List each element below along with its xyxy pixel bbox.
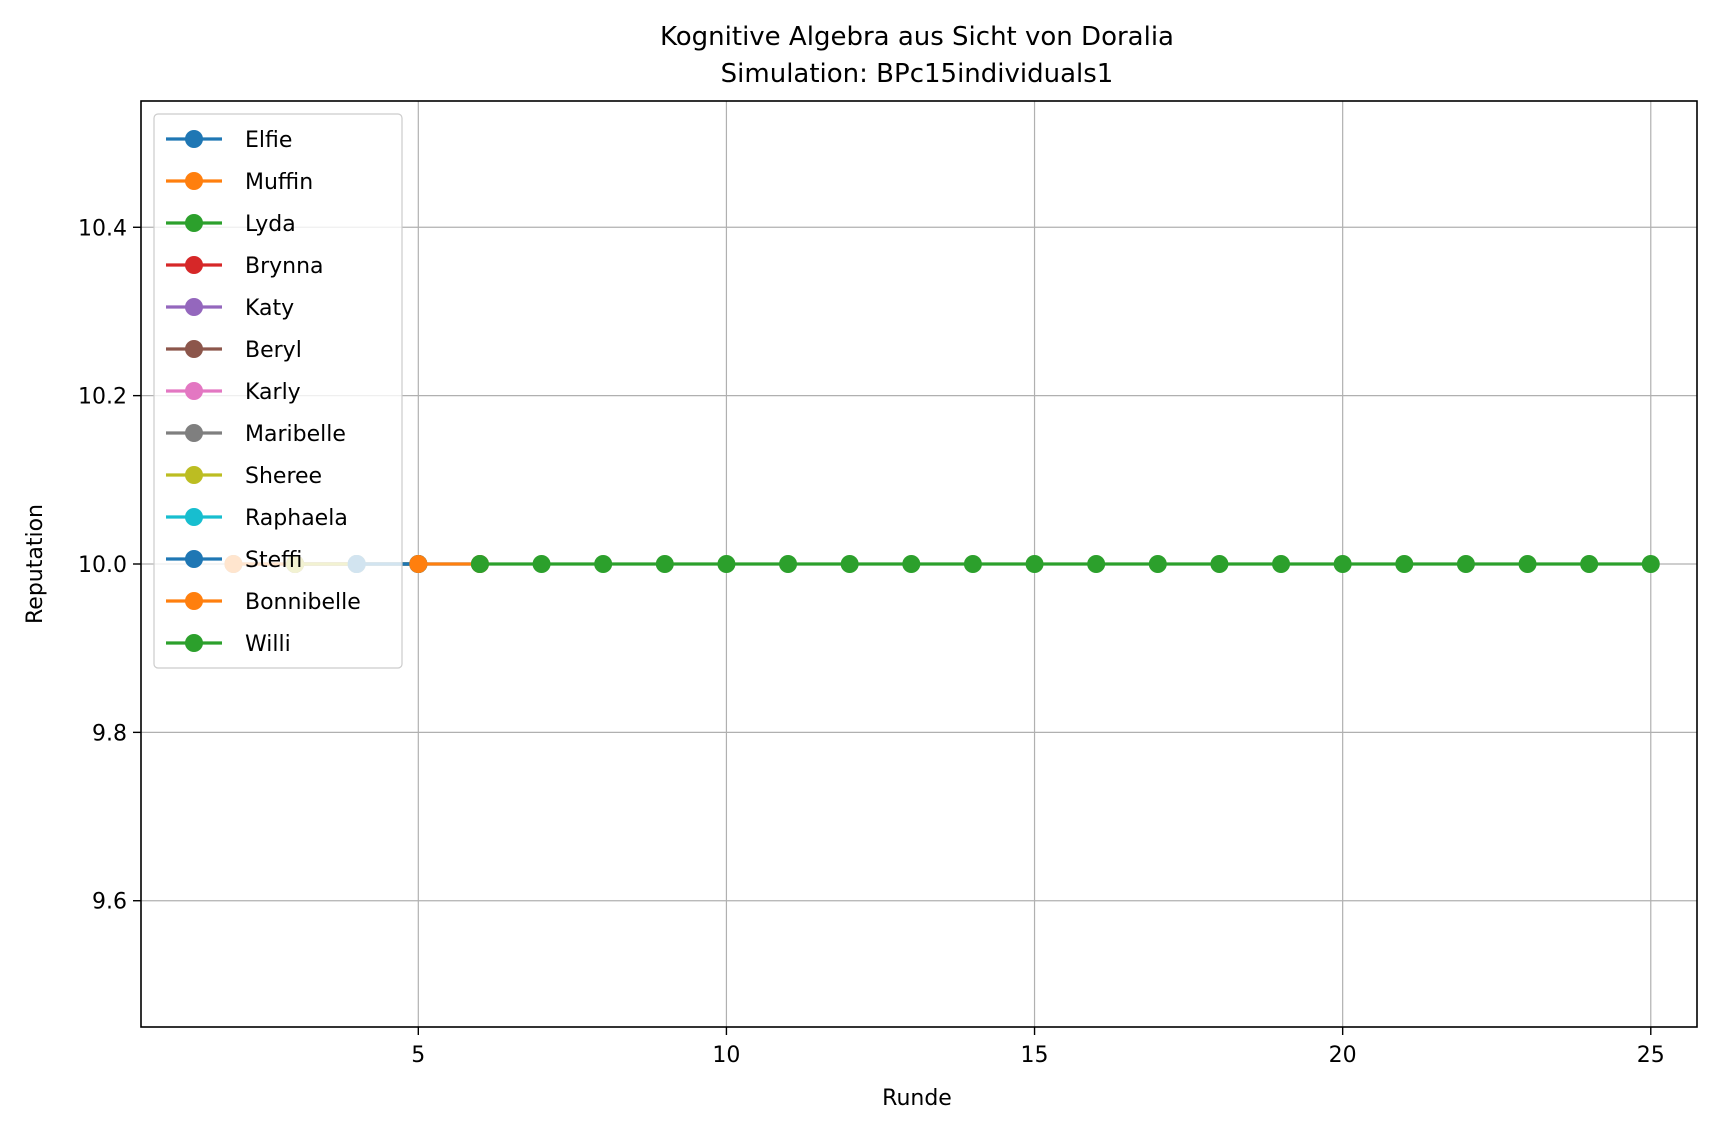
legend-marker [185, 298, 203, 316]
legend-marker [185, 214, 203, 232]
data-point [1395, 555, 1414, 573]
legend-marker [185, 130, 203, 148]
data-point [779, 555, 798, 573]
legend-label: Lyda [245, 212, 296, 237]
legend-label: Raphaela [245, 506, 348, 531]
legend-marker [185, 340, 203, 358]
data-point [470, 555, 489, 573]
data-point [532, 555, 551, 573]
x-axis-label: Runde [882, 1086, 952, 1111]
plot-series [224, 555, 1660, 573]
legend-marker [185, 382, 203, 400]
x-tick-label: 20 [1329, 1043, 1357, 1068]
legend-box [153, 113, 403, 669]
legend-marker [185, 634, 203, 652]
legend-marker [185, 466, 203, 484]
data-point [1087, 555, 1106, 573]
legend-marker [185, 592, 203, 610]
y-tick-label: 9.6 [92, 890, 127, 915]
legend-marker [185, 424, 203, 442]
legend-label: Beryl [245, 338, 302, 363]
y-tick-label: 10.2 [78, 385, 127, 410]
legend-entry: Bonnibelle [166, 590, 361, 615]
data-point [655, 555, 674, 573]
legend-entry: Katy [166, 296, 294, 321]
legend-entry: Steffi [166, 548, 302, 573]
legend-marker [185, 508, 203, 526]
legend-marker [185, 550, 203, 568]
y-tick-label: 10.4 [78, 216, 127, 241]
legend-marker [185, 256, 203, 274]
data-point [963, 555, 982, 573]
legend-label: Katy [245, 296, 294, 321]
axis-ticks: 5 10 15 20 25 9.6 9.8 10.0 10.2 10.4 [78, 216, 1665, 1068]
series-willi [470, 555, 1660, 573]
legend-label: Karly [245, 380, 301, 405]
data-point [1210, 555, 1229, 573]
x-tick-label: 10 [712, 1043, 740, 1068]
legend-entry: Karly [166, 380, 301, 405]
data-point [840, 555, 859, 573]
data-point [1456, 555, 1475, 573]
x-tick-label: 25 [1637, 1043, 1665, 1068]
legend-entry: Muffin [166, 170, 313, 195]
legend-label: Maribelle [245, 422, 346, 447]
data-point [717, 555, 736, 573]
legend-marker [185, 172, 203, 190]
y-tick-label: 9.8 [92, 721, 127, 746]
legend-label: Brynna [245, 254, 324, 279]
data-point [1641, 555, 1660, 573]
legend-label: Muffin [245, 170, 313, 195]
x-tick-label: 5 [411, 1043, 425, 1068]
legend-entry: Beryl [166, 338, 302, 363]
legend-entry: Brynna [166, 254, 324, 279]
legend-entry: Elfie [166, 128, 292, 153]
data-point [902, 555, 921, 573]
data-point [1518, 555, 1537, 573]
legend-label: Willi [245, 632, 291, 657]
legend-entry: Maribelle [166, 422, 346, 447]
legend-label: Steffi [245, 548, 302, 573]
data-point [1025, 555, 1044, 573]
chart-subtitle: Simulation: BPc15individuals1 [721, 59, 1114, 89]
data-point [1580, 555, 1599, 573]
data-point [1272, 555, 1291, 573]
data-point [594, 555, 613, 573]
legend-entry: Lyda [166, 212, 296, 237]
legend-entry: Raphaela [166, 506, 348, 531]
data-point [1333, 555, 1352, 573]
legend-entry: Willi [166, 632, 291, 657]
y-tick-label: 10.0 [78, 553, 127, 578]
chart-title: Kognitive Algebra aus Sicht von Doralia [660, 22, 1174, 52]
legend-label: Elfie [245, 128, 292, 153]
y-axis-label: Reputation [23, 504, 48, 624]
legend-entry: Sheree [166, 464, 322, 489]
legend-label: Sheree [245, 464, 322, 489]
x-tick-label: 15 [1021, 1043, 1049, 1068]
data-point [1148, 555, 1167, 573]
legend-label: Bonnibelle [245, 590, 361, 615]
legend: Elfie Muffin Lyda Brynna Katy Beryl Karly Marib… [153, 113, 403, 669]
data-point [409, 555, 428, 573]
